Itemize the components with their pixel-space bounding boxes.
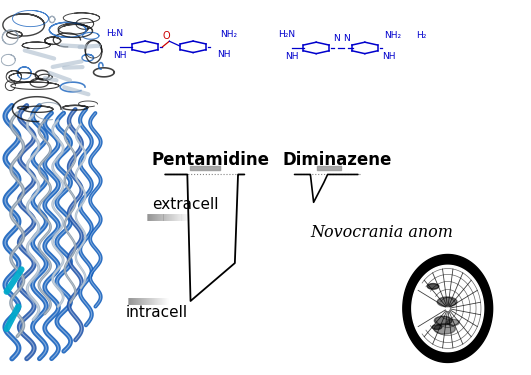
- Text: NH: NH: [382, 53, 395, 62]
- Polygon shape: [438, 297, 457, 307]
- Text: intracell: intracell: [125, 305, 187, 320]
- Text: Diminazene: Diminazene: [282, 151, 391, 169]
- Text: extracell: extracell: [152, 197, 218, 212]
- Polygon shape: [434, 324, 456, 334]
- Text: H₂N: H₂N: [278, 30, 295, 39]
- Text: N: N: [333, 34, 340, 43]
- Text: H₂: H₂: [416, 31, 426, 40]
- Text: O: O: [162, 31, 170, 41]
- Polygon shape: [427, 284, 439, 289]
- Text: NH: NH: [285, 52, 298, 61]
- Text: NH₂: NH₂: [384, 31, 401, 40]
- Text: NH₂: NH₂: [220, 30, 238, 39]
- Text: H₂N: H₂N: [106, 28, 124, 38]
- Text: NH: NH: [217, 50, 230, 59]
- Text: Novocrania anom: Novocrania anom: [311, 224, 453, 241]
- Text: Pentamidine: Pentamidine: [151, 151, 269, 169]
- Text: N: N: [343, 34, 350, 43]
- Polygon shape: [447, 319, 459, 326]
- Text: NH: NH: [114, 51, 127, 60]
- Polygon shape: [403, 255, 493, 363]
- Polygon shape: [434, 316, 452, 325]
- Polygon shape: [412, 265, 484, 352]
- Polygon shape: [432, 325, 442, 330]
